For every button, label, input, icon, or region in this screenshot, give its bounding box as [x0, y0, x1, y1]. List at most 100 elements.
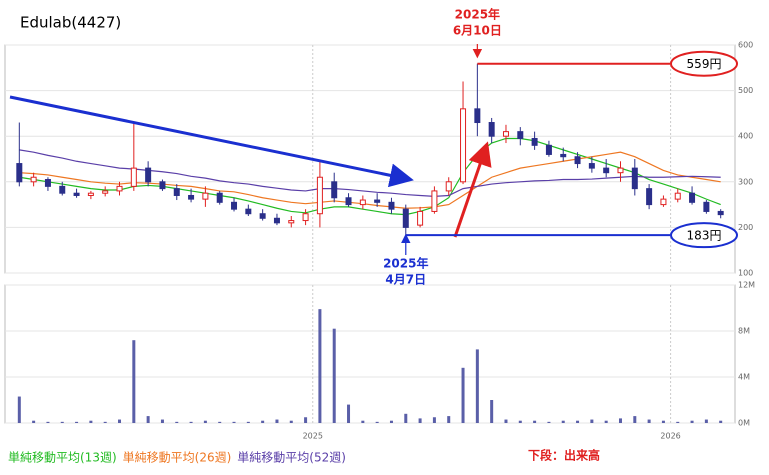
volume-bar — [432, 417, 436, 423]
volume-bar — [404, 413, 408, 423]
trend-arrow — [9, 95, 414, 188]
candle-body — [674, 192, 681, 200]
volume-bar — [533, 420, 537, 423]
candle-body — [545, 144, 552, 155]
volume-bar — [318, 309, 322, 423]
candle-body — [445, 181, 452, 192]
volume-bar — [132, 340, 136, 423]
candle-body — [474, 108, 481, 124]
candle-body — [87, 192, 94, 196]
candle-body — [59, 185, 66, 194]
level-oval — [670, 222, 738, 249]
date-label: 4月7日 — [385, 273, 426, 287]
candle-body — [102, 190, 109, 194]
candle-body — [216, 192, 223, 203]
candle-body — [245, 208, 252, 215]
candle-body — [646, 188, 653, 206]
volume-bar — [146, 416, 150, 423]
y-tick-label: 8M — [738, 327, 750, 336]
volume-bar — [447, 416, 451, 423]
y-tick-label: 500 — [738, 86, 753, 95]
candle-body — [359, 199, 366, 206]
date-label: 2025年 — [455, 7, 500, 22]
candle-body — [302, 213, 309, 222]
candle-body — [30, 176, 37, 183]
volume-bar — [375, 421, 379, 423]
volume-bar — [361, 420, 365, 423]
candle-body — [273, 217, 280, 224]
date-label: 6月10日 — [453, 24, 502, 38]
candle-body — [374, 199, 381, 203]
volume-bar — [475, 349, 479, 423]
volume-bar — [75, 421, 79, 423]
volume-bar — [289, 420, 293, 423]
volume-bar — [518, 420, 522, 423]
volume-bar — [189, 421, 193, 423]
candle-body — [259, 213, 266, 219]
candle-body — [116, 185, 123, 192]
volume-bar — [60, 421, 64, 423]
candle-body — [73, 192, 80, 196]
candle-body — [617, 167, 624, 174]
volume-bar — [332, 328, 336, 423]
x-tick-label: 2026 — [660, 432, 680, 441]
y-tick-label: 300 — [738, 177, 753, 186]
candle-body — [603, 167, 610, 174]
candle-body — [502, 131, 509, 137]
volume-bar — [590, 419, 594, 423]
candle-body — [288, 220, 295, 224]
candle-body — [402, 208, 409, 228]
candle-body — [560, 153, 567, 158]
candle-body — [331, 181, 338, 199]
volume-bar — [347, 404, 351, 423]
volume-bar — [676, 421, 680, 423]
volume-bar — [704, 419, 708, 423]
chart-title: Edulab(4427) — [20, 14, 121, 32]
volume-bar — [490, 400, 494, 423]
volume-bar — [304, 417, 308, 423]
volume-label: 下段：出来高 — [528, 448, 600, 463]
candle-body — [316, 176, 323, 215]
volume-bar — [604, 420, 608, 423]
volume-bar — [160, 419, 164, 423]
volume-bar — [175, 421, 179, 423]
candle-body — [488, 122, 495, 137]
candle-body — [173, 188, 180, 196]
volume-bar — [232, 421, 236, 423]
candle-body — [660, 198, 667, 206]
legend-entry: 単純移動平均(13週) — [8, 451, 117, 465]
candle-body — [16, 163, 23, 183]
volume-bar — [261, 420, 265, 423]
volume-bar — [647, 419, 651, 423]
candle-body — [417, 210, 424, 226]
candle-body — [130, 167, 137, 187]
candle-body — [431, 190, 438, 212]
y-tick-label: 600 — [738, 41, 753, 50]
volume-bar — [561, 420, 565, 423]
volume-bar — [690, 420, 694, 423]
date-label: 2025年 — [383, 256, 428, 271]
volume-bar — [504, 419, 508, 423]
candle-body — [202, 192, 209, 200]
volume-bar — [17, 396, 21, 423]
volume-bar — [633, 416, 637, 423]
volume-bar — [418, 418, 422, 423]
y-tick-label: 100 — [738, 269, 753, 278]
candle-body — [531, 137, 538, 146]
legend-entry: 単純移動平均(52週) — [237, 451, 346, 465]
volume-bar — [218, 421, 222, 423]
volume-bar — [103, 421, 107, 423]
volume-bar — [118, 419, 122, 423]
y-tick-label: 400 — [738, 132, 753, 141]
candle-body — [388, 201, 395, 210]
volume-bar — [275, 419, 279, 423]
candle-body — [231, 201, 238, 210]
candle-body — [188, 194, 195, 200]
volume-bar — [547, 421, 551, 423]
volume-bar — [32, 420, 36, 423]
level-oval — [670, 50, 738, 77]
volume-bar — [246, 421, 250, 423]
volume-bar — [203, 420, 207, 423]
volume-bar — [89, 420, 93, 423]
